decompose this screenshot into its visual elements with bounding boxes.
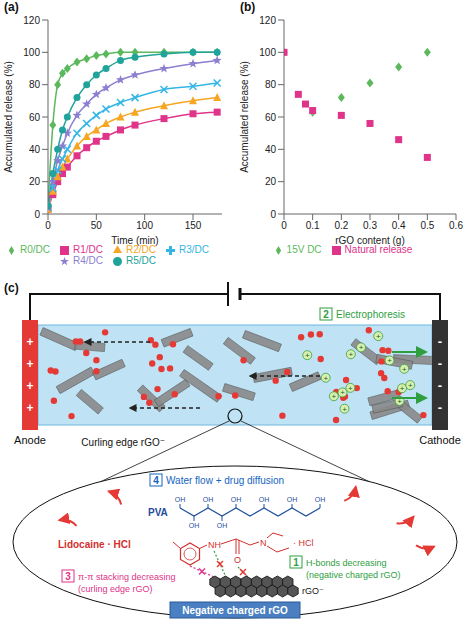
svg-text:rGO content (g): rGO content (g) bbox=[335, 235, 404, 246]
svg-text:rGO⁻: rGO⁻ bbox=[302, 586, 324, 596]
svg-text:4: 4 bbox=[153, 475, 159, 486]
svg-text:+: + bbox=[332, 392, 337, 401]
svg-text:Cathode: Cathode bbox=[419, 434, 461, 446]
svg-text:+: + bbox=[305, 351, 310, 360]
svg-text:+: + bbox=[26, 335, 33, 349]
svg-text:0: 0 bbox=[34, 209, 40, 220]
svg-text:0.3: 0.3 bbox=[363, 220, 377, 231]
svg-text:OH: OH bbox=[203, 496, 214, 503]
html-text:R3/DC: R3/DC bbox=[179, 244, 209, 255]
svg-text:OH: OH bbox=[189, 522, 200, 529]
svg-text:0.1: 0.1 bbox=[306, 220, 320, 231]
svg-text:0.2: 0.2 bbox=[334, 220, 348, 231]
html-text:(b): (b) bbox=[240, 0, 256, 14]
html-text:R2/DC: R2/DC bbox=[126, 244, 156, 255]
svg-text:OH: OH bbox=[217, 522, 228, 529]
svg-text:Electrophoresis: Electrophoresis bbox=[336, 309, 405, 320]
svg-text:20: 20 bbox=[29, 176, 41, 187]
svg-text:0.4: 0.4 bbox=[392, 220, 406, 231]
svg-text:+: + bbox=[348, 384, 353, 393]
svg-text:80: 80 bbox=[29, 79, 41, 90]
svg-text:+: + bbox=[400, 384, 405, 393]
svg-text:OH: OH bbox=[231, 496, 242, 503]
svg-text:120: 120 bbox=[259, 15, 276, 26]
svg-text:80: 80 bbox=[265, 79, 277, 90]
svg-text:π-π stacking decreasing: π-π stacking decreasing bbox=[78, 572, 175, 582]
svg-text:50: 50 bbox=[91, 220, 103, 231]
svg-text:0.5: 0.5 bbox=[420, 220, 434, 231]
svg-text:N: N bbox=[260, 538, 267, 548]
svg-text:OH: OH bbox=[287, 496, 298, 503]
svg-text:Lidocaine · HCl: Lidocaine · HCl bbox=[58, 539, 131, 550]
svg-text:(negative charged rGO): (negative charged rGO) bbox=[306, 570, 401, 580]
svg-text:+: + bbox=[408, 381, 413, 390]
svg-text:150: 150 bbox=[185, 220, 202, 231]
svg-text:+: + bbox=[376, 332, 381, 341]
html-text:15V DC: 15V DC bbox=[286, 244, 322, 255]
svg-text:Time (min): Time (min) bbox=[111, 235, 158, 246]
svg-text:Negative charged rGO: Negative charged rGO bbox=[182, 605, 288, 616]
svg-text:+: + bbox=[323, 374, 328, 383]
svg-text:Water flow + drug diffusion: Water flow + drug diffusion bbox=[166, 475, 284, 486]
svg-text:+: + bbox=[402, 365, 407, 374]
svg-text:100: 100 bbox=[136, 220, 153, 231]
svg-text:+: + bbox=[342, 405, 347, 414]
svg-text:-: - bbox=[438, 356, 442, 371]
svg-text:40: 40 bbox=[29, 144, 41, 155]
svg-text:+: + bbox=[26, 357, 33, 371]
svg-text:PVA: PVA bbox=[148, 507, 168, 518]
svg-text:+: + bbox=[26, 401, 33, 415]
svg-text:+: + bbox=[359, 343, 364, 352]
svg-text:Accumulated release (%): Accumulated release (%) bbox=[239, 61, 250, 173]
svg-text:60: 60 bbox=[265, 112, 277, 123]
svg-text:Anode: Anode bbox=[14, 434, 46, 446]
html-text:R5/DC: R5/DC bbox=[126, 255, 156, 266]
svg-text:3: 3 bbox=[65, 571, 71, 582]
svg-text:(curling edge rGO): (curling edge rGO) bbox=[78, 584, 153, 594]
svg-text:-: - bbox=[438, 400, 442, 415]
svg-text:H-bonds decreasing: H-bonds decreasing bbox=[306, 558, 387, 568]
svg-text:Curling edge rGO⁻: Curling edge rGO⁻ bbox=[81, 437, 165, 448]
svg-text:OH: OH bbox=[175, 496, 186, 503]
svg-text:0: 0 bbox=[281, 220, 287, 231]
svg-text:Accumulated release (%): Accumulated release (%) bbox=[3, 61, 14, 173]
svg-text:(c): (c) bbox=[4, 281, 19, 295]
svg-text:· HCl: · HCl bbox=[293, 538, 314, 548]
svg-text:+: + bbox=[349, 350, 354, 359]
svg-text:+: + bbox=[387, 356, 392, 365]
svg-text:OH: OH bbox=[315, 496, 326, 503]
html-text:R1/DC: R1/DC bbox=[73, 244, 103, 255]
svg-text:0: 0 bbox=[270, 209, 276, 220]
svg-text:-: - bbox=[438, 334, 442, 349]
svg-text:-: - bbox=[438, 378, 442, 393]
svg-text:20: 20 bbox=[265, 176, 277, 187]
svg-text:OH: OH bbox=[259, 496, 270, 503]
svg-text:2: 2 bbox=[323, 309, 329, 320]
html-text:R4/DC: R4/DC bbox=[73, 255, 103, 266]
svg-text:+: + bbox=[26, 379, 33, 393]
svg-text:0: 0 bbox=[45, 220, 51, 231]
svg-text:NH: NH bbox=[208, 540, 221, 550]
html-text:R0/DC: R0/DC bbox=[20, 244, 50, 255]
svg-text:100: 100 bbox=[259, 47, 276, 58]
html-text:Natural release: Natural release bbox=[344, 244, 413, 255]
html-text:(a): (a) bbox=[4, 0, 19, 14]
svg-text:40: 40 bbox=[265, 144, 277, 155]
svg-text:1: 1 bbox=[293, 557, 299, 568]
svg-text:+: + bbox=[340, 388, 345, 397]
svg-text:O: O bbox=[234, 555, 241, 565]
svg-text:0.6: 0.6 bbox=[449, 220, 463, 231]
svg-text:60: 60 bbox=[29, 112, 41, 123]
svg-text:100: 100 bbox=[23, 47, 40, 58]
svg-text:120: 120 bbox=[23, 15, 40, 26]
